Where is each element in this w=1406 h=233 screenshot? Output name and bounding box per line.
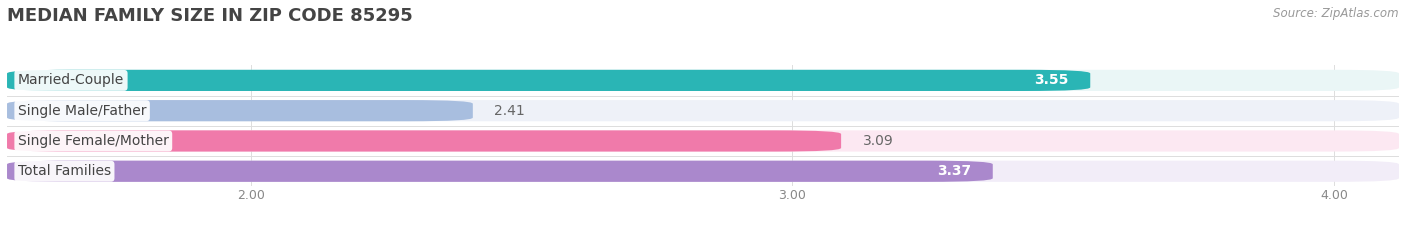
FancyBboxPatch shape — [7, 130, 841, 152]
Text: 3.37: 3.37 — [936, 164, 972, 178]
Text: Single Male/Father: Single Male/Father — [18, 104, 146, 118]
Text: Total Families: Total Families — [18, 164, 111, 178]
FancyBboxPatch shape — [7, 130, 1399, 152]
Text: Single Female/Mother: Single Female/Mother — [18, 134, 169, 148]
Text: 3.09: 3.09 — [863, 134, 894, 148]
FancyBboxPatch shape — [7, 161, 993, 182]
Text: MEDIAN FAMILY SIZE IN ZIP CODE 85295: MEDIAN FAMILY SIZE IN ZIP CODE 85295 — [7, 7, 413, 25]
Text: 3.55: 3.55 — [1035, 73, 1069, 87]
FancyBboxPatch shape — [7, 161, 1399, 182]
FancyBboxPatch shape — [7, 100, 472, 121]
Text: 2.41: 2.41 — [495, 104, 526, 118]
Text: Married-Couple: Married-Couple — [18, 73, 124, 87]
FancyBboxPatch shape — [7, 100, 1399, 121]
FancyBboxPatch shape — [7, 70, 1090, 91]
Text: Source: ZipAtlas.com: Source: ZipAtlas.com — [1274, 7, 1399, 20]
FancyBboxPatch shape — [7, 70, 1399, 91]
